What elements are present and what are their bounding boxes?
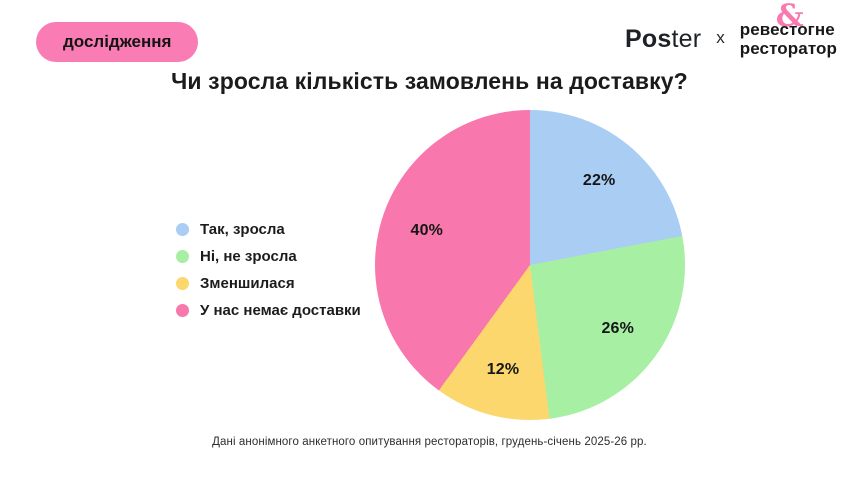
pie-slice-label: 12%	[486, 361, 520, 379]
legend-item-yes-grew: Так, зросла	[176, 220, 361, 238]
poster-logo-bold: Pos	[625, 24, 672, 53]
source-note: Дані анонімного анкетного опитування рес…	[212, 436, 647, 448]
chart-title: Чи зросла кількість замовлень на доставк…	[171, 68, 688, 94]
logo-lockup: Poster x & ревестогне ресторатор	[625, 1, 837, 59]
pie-chart: 22% 26% 12% 40%	[375, 110, 685, 420]
legend-label: У нас немає доставки	[200, 301, 361, 319]
partner-logo-line1: ревестогне	[739, 20, 835, 39]
legend-label: Ні, не зросла	[200, 247, 297, 265]
partner-logo: & ревестогне ресторатор	[739, 1, 837, 59]
pie-slice-label: 22%	[582, 172, 616, 190]
research-badge: дослідження	[36, 22, 199, 62]
legend-dot-blue	[176, 222, 189, 236]
research-badge-label: дослідження	[63, 32, 172, 51]
legend-label: Так, зросла	[200, 220, 285, 238]
legend-item-no-delivery: У нас немає доставки	[176, 301, 361, 319]
chart-legend: Так, зросла Ні, не зросла Зменшилася У н…	[176, 220, 361, 328]
legend-item-decreased: Зменшилася	[176, 274, 361, 292]
legend-dot-yellow	[176, 276, 189, 290]
legend-item-no-grew: Ні, не зросла	[176, 247, 361, 265]
poster-logo: Poster	[625, 25, 701, 54]
logo-x-separator: x	[716, 28, 725, 47]
pie-slice-label: 40%	[410, 222, 444, 240]
pie-slice-label: 26%	[601, 319, 635, 337]
legend-label: Зменшилася	[200, 274, 295, 292]
legend-dot-pink	[176, 303, 189, 317]
partner-logo-line2: ресторатор	[739, 39, 837, 58]
poster-logo-light: ter	[671, 24, 702, 53]
legend-dot-green	[176, 249, 189, 263]
